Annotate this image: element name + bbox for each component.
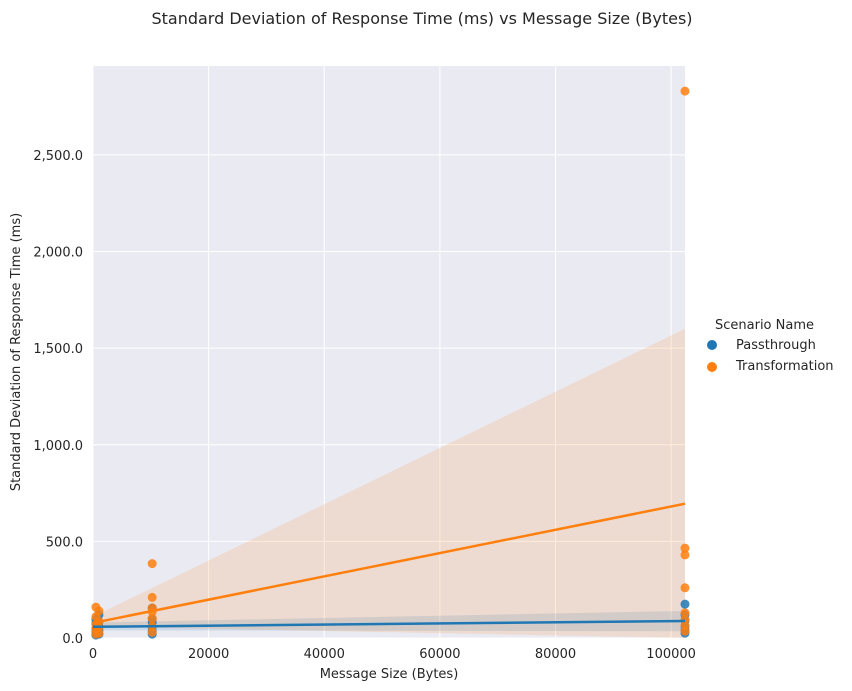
point-transformation bbox=[147, 559, 157, 569]
legend: Scenario Name Passthrough Transformation bbox=[707, 318, 834, 374]
x-axis-ticks: 0 20000 40000 60000 80000 100000 bbox=[89, 647, 696, 662]
chart-title: Standard Deviation of Response Time (ms)… bbox=[151, 9, 692, 28]
point-transformation bbox=[94, 606, 104, 616]
fit-line-transformation bbox=[92, 502, 686, 625]
y-tick-label: 0.0 bbox=[62, 632, 83, 647]
x-axis-label: Message Size (Bytes) bbox=[320, 667, 459, 682]
point-transformation bbox=[680, 608, 690, 618]
y-tick-label: 2,000.0 bbox=[33, 246, 83, 261]
y-tick-label: 2,500.0 bbox=[33, 149, 83, 164]
point-transformation bbox=[680, 583, 690, 593]
fit-line-passthrough bbox=[92, 619, 686, 629]
y-tick-label: 1,000.0 bbox=[33, 439, 83, 454]
point-transformation bbox=[147, 614, 157, 624]
ci-band-transformation bbox=[93, 328, 685, 638]
point-transformation bbox=[680, 543, 690, 553]
y-tick-label: 500.0 bbox=[46, 535, 83, 550]
point-transformation bbox=[680, 86, 690, 96]
x-tick-label: 60000 bbox=[419, 647, 460, 662]
point-transformation bbox=[680, 550, 690, 560]
legend-marker-transformation bbox=[707, 362, 717, 372]
grid bbox=[92, 66, 685, 639]
y-axis-label: Standard Deviation of Response Time (ms) bbox=[9, 213, 24, 491]
legend-label-passthrough: Passthrough bbox=[736, 338, 816, 353]
legend-marker-passthrough bbox=[707, 340, 717, 350]
y-tick-label: 1,500.0 bbox=[33, 342, 83, 357]
x-tick-label: 40000 bbox=[304, 647, 345, 662]
legend-label-transformation: Transformation bbox=[735, 359, 834, 374]
point-transformation bbox=[147, 592, 157, 602]
x-tick-label: 100000 bbox=[646, 647, 696, 662]
legend-title: Scenario Name bbox=[715, 318, 814, 333]
plot-area bbox=[93, 66, 685, 638]
x-tick-label: 80000 bbox=[535, 647, 576, 662]
y-axis-ticks: 0.0 500.0 1,000.0 1,500.0 2,000.0 2,500.0 bbox=[33, 149, 83, 647]
regression-lines bbox=[92, 502, 686, 629]
x-tick-label: 0 bbox=[89, 647, 97, 662]
point-passthrough bbox=[680, 599, 690, 609]
x-tick-label: 20000 bbox=[188, 647, 229, 662]
